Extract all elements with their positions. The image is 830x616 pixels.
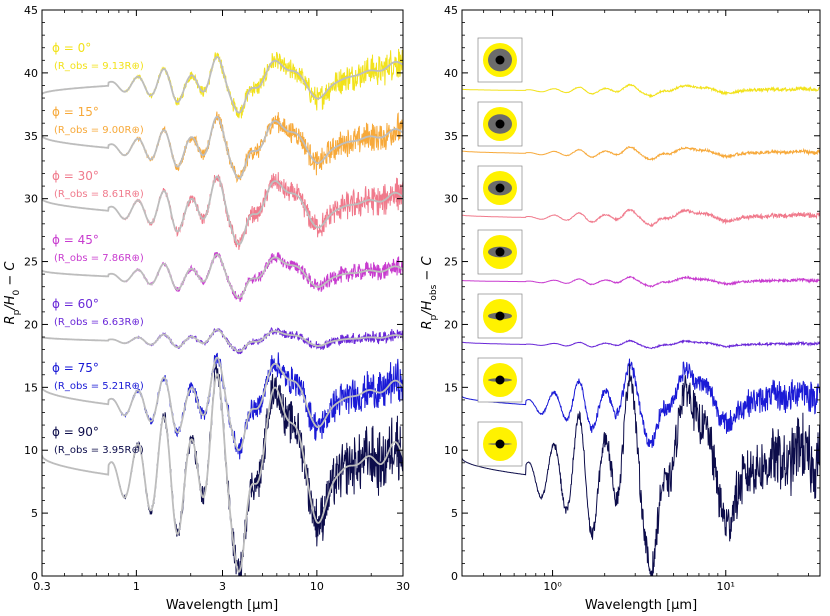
planet-disk (495, 311, 505, 321)
series-phi-label: ϕ = 0° (52, 41, 91, 55)
x-tick-label: 3 (219, 580, 226, 593)
series-model-line (42, 328, 403, 353)
x-tick-label: 1 (133, 580, 140, 593)
y-tick-label: 40 (444, 67, 458, 80)
y-tick-label: 25 (444, 256, 458, 269)
series-robs-label: (R_obs = 8.61R⊕) (54, 189, 144, 200)
series-robs-label: (R_obs = 6.63R⊕) (54, 317, 144, 328)
series-model-line (42, 373, 403, 573)
series-observed-line (462, 83, 820, 99)
x-tick-label: 30 (396, 580, 410, 593)
planet-disk (495, 439, 505, 449)
x-tick-label: 10¹ (717, 580, 735, 593)
y-tick-label: 45 (24, 4, 38, 17)
series-observed-line (462, 208, 820, 228)
phase-inset (477, 165, 523, 211)
y-tick-label: 40 (24, 67, 38, 80)
phase-inset (477, 101, 523, 147)
planet-disk (495, 375, 505, 385)
y-tick-label: 30 (24, 193, 38, 206)
series-robs-label: (R_obs = 7.86R⊕) (54, 253, 144, 264)
phase-inset (477, 37, 523, 83)
series-phi-label: ϕ = 60° (52, 297, 99, 311)
y-tick-label: 15 (24, 381, 38, 394)
y-tick-label: 45 (444, 4, 458, 17)
series-observed-line (462, 339, 820, 350)
series-phi-label: ϕ = 30° (52, 169, 99, 183)
series-model-line (42, 56, 403, 114)
series-observed-line (462, 358, 820, 448)
y-tick-label: 35 (444, 130, 458, 143)
series-phi-label: ϕ = 45° (52, 233, 99, 247)
series-robs-label: (R_obs = 3.95R⊕) (54, 445, 144, 456)
x-tick-label: 0.3 (33, 580, 51, 593)
right-x-axis-label: Wavelength [μm] (585, 598, 697, 613)
series-model-line (42, 356, 403, 452)
y-tick-label: 0 (451, 570, 458, 583)
y-tick-label: 25 (24, 256, 38, 269)
y-tick-label: 10 (444, 444, 458, 457)
y-tick-label: 30 (444, 193, 458, 206)
series-observed-line (462, 146, 820, 162)
series-phi-label: ϕ = 90° (52, 425, 99, 439)
left-x-axis-label: Wavelength [μm] (166, 598, 278, 613)
left-axes-frame (41, 9, 404, 577)
series-observed-line (462, 275, 820, 289)
y-tick-label: 10 (24, 444, 38, 457)
planet-disk (495, 55, 505, 65)
planet-disk (495, 183, 505, 193)
left-y-axis-label: Rp/H0 − C (3, 261, 22, 325)
y-tick-label: 15 (444, 381, 458, 394)
series-robs-label: (R_obs = 9.00R⊕) (54, 125, 144, 136)
x-tick-label: 10 (310, 580, 324, 593)
left-panel: 0 5 10 15 20 25 30 35 40 45 0.3 1 3 10 30 ϕ = 0° (R_obs… (3, 4, 410, 613)
series-phi-label: ϕ = 15° (52, 105, 99, 119)
right-y-axis-label: Rp/Hobs − C (420, 256, 439, 330)
y-tick-label: 5 (31, 507, 38, 520)
planet-disk (495, 247, 505, 257)
y-tick-label: 0 (31, 570, 38, 583)
y-tick-label: 35 (24, 130, 38, 143)
phase-inset (477, 229, 523, 275)
y-tick-label: 20 (444, 318, 458, 331)
right-axes-frame (461, 9, 821, 577)
series-robs-label: (R_obs = 9.13R⊕) (54, 61, 144, 72)
series-model-line (42, 115, 403, 180)
right-panel: 0 5 10 15 20 25 30 35 40 45 10⁰ 10¹ Wavelength [μm]… (420, 4, 821, 613)
series-model-line (42, 253, 403, 299)
series-phi-label: ϕ = 75° (52, 361, 99, 375)
phase-inset (477, 293, 523, 339)
planet-disk (495, 119, 505, 129)
y-tick-label: 5 (451, 507, 458, 520)
phase-inset (477, 421, 523, 467)
series-robs-label: (R_obs = 5.21R⊕) (54, 381, 144, 392)
series-observed-line (462, 363, 820, 576)
series-model-line (42, 175, 403, 246)
y-tick-label: 20 (24, 318, 38, 331)
phase-inset (477, 357, 523, 403)
x-tick-label: 10⁰ (543, 580, 562, 593)
